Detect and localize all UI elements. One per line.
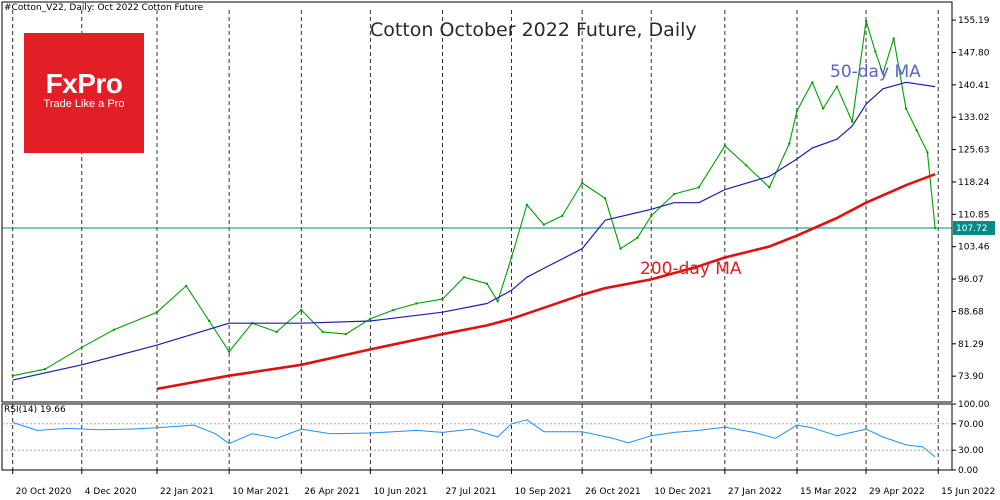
rsi-axis: 100.00 70.00 30.00 0.00: [2, 400, 990, 476]
rsi-panel-frame: [1, 403, 953, 471]
price-point: [881, 72, 885, 75]
price-point: [874, 50, 877, 53]
panel-frames: [1, 1, 953, 471]
time-tick-label: 27 Jan 2022: [728, 487, 782, 497]
price-point: [369, 317, 372, 320]
time-tick-label: 10 Mar 2021: [232, 487, 289, 497]
price-point: [892, 37, 895, 40]
time-tick-label: 22 Jan 2021: [160, 487, 214, 497]
price-point: [112, 328, 116, 331]
fxpro-logo: [24, 33, 144, 153]
time-tick-label: 26 Oct 2021: [585, 487, 641, 497]
price-point: [915, 129, 918, 132]
time-tick-label: 4 Dec 2020: [85, 487, 137, 497]
rsi-tick-label: 30.00: [958, 446, 984, 456]
ma50-label: 50-day MA: [830, 62, 921, 82]
price-tick-label: 133.02: [958, 113, 990, 123]
price-axis: 155.19 147.80 140.41 133.02 125.63 118.24 110.…: [952, 16, 990, 382]
price-point: [649, 214, 653, 218]
price-point: [525, 203, 529, 207]
price-point: [462, 275, 466, 279]
price-point: [745, 164, 748, 167]
price-point: [821, 107, 825, 110]
price-point: [392, 308, 395, 312]
price-point: [275, 330, 278, 334]
price-point: [603, 197, 607, 200]
price-point: [580, 181, 584, 185]
price-point: [321, 330, 324, 334]
price-point: [80, 346, 84, 349]
rsi-tick-label: 0.00: [958, 466, 978, 476]
price-point: [43, 367, 47, 371]
chart-title: Cotton October 2022 Future, Daily: [370, 19, 697, 41]
price-point: [441, 297, 444, 301]
price-tick-label: 73.90: [958, 372, 984, 382]
current-price-tag: 107.72: [953, 221, 995, 236]
logo-tagline: Trade Like a Pro: [43, 98, 125, 110]
price-point: [768, 186, 771, 189]
ma200-label: 200-day MA: [640, 259, 742, 279]
price-point: [933, 226, 937, 230]
price-tick-label: 103.46: [958, 243, 990, 253]
time-tick-label: 15 Jun 2022: [941, 487, 995, 497]
time-tick-label: 10 Sep 2021: [515, 487, 572, 497]
rsi-label: RSI(14) 19.66: [4, 405, 66, 415]
time-axis: 20 Oct 2020 4 Dec 2020 22 Jan 2021 10 Mar 2…: [12, 470, 995, 497]
price-point: [926, 151, 929, 154]
price-point: [415, 302, 418, 305]
price-tag-box: [953, 221, 995, 236]
rsi-tick-label: 70.00: [958, 420, 984, 430]
price-point: [795, 109, 799, 112]
price-tick-label: 96.07: [958, 275, 984, 285]
price-point: [788, 142, 791, 145]
price-tick-label: 125.63: [958, 146, 990, 156]
price-point: [864, 19, 868, 23]
price-tick-label: 155.19: [958, 16, 990, 26]
price-point: [496, 300, 499, 303]
price-point: [11, 374, 14, 377]
price-point: [542, 223, 545, 226]
price-point: [344, 332, 347, 336]
price-point: [300, 308, 303, 312]
price-point: [835, 85, 839, 88]
rsi-tick-label: 100.00: [958, 400, 990, 410]
price-point: [723, 144, 727, 147]
time-tick-label: 29 Apr 2022: [869, 487, 925, 497]
price-panel-frame: [1, 1, 953, 403]
price-tick-label: 88.68: [958, 307, 984, 317]
price-series: [12, 20, 936, 377]
price-point: [697, 186, 700, 189]
time-tick-label: 20 Oct 2020: [16, 487, 72, 497]
price-tick-label: 110.85: [958, 210, 990, 220]
price-tick-label: 147.80: [958, 48, 990, 58]
price-point: [184, 284, 188, 288]
price-point: [560, 214, 564, 218]
price-tick-label: 140.41: [958, 81, 990, 91]
price-point: [155, 311, 159, 314]
price-point: [227, 350, 231, 353]
price-point: [673, 192, 676, 196]
ma200-line: [156, 172, 936, 391]
price-tick-label: 118.24: [958, 178, 990, 188]
logo-word: FxPro: [45, 68, 123, 99]
price-point: [510, 256, 513, 259]
ma50-line: [12, 81, 936, 381]
time-tick-label: 15 Mar 2022: [800, 487, 857, 497]
price-point: [619, 247, 622, 250]
price-point: [851, 120, 854, 123]
price-point: [904, 107, 908, 110]
price-tag-label: 107.72: [956, 224, 988, 234]
symbol-line: #Cotton_V22, Daily: Oct 2022 Cotton Futu…: [4, 3, 204, 13]
price-point: [485, 282, 489, 285]
price-point: [636, 236, 639, 239]
time-tick-label: 26 Apr 2021: [304, 487, 360, 497]
price-point: [811, 81, 814, 84]
time-tick-label: 10 Jun 2021: [373, 487, 427, 497]
time-tick-label: 10 Dec 2021: [654, 487, 712, 497]
price-point: [207, 319, 211, 323]
price-tick-label: 81.29: [958, 340, 984, 350]
vertical-grid: [12, 10, 939, 470]
time-tick-label: 27 Jul 2021: [445, 487, 496, 497]
